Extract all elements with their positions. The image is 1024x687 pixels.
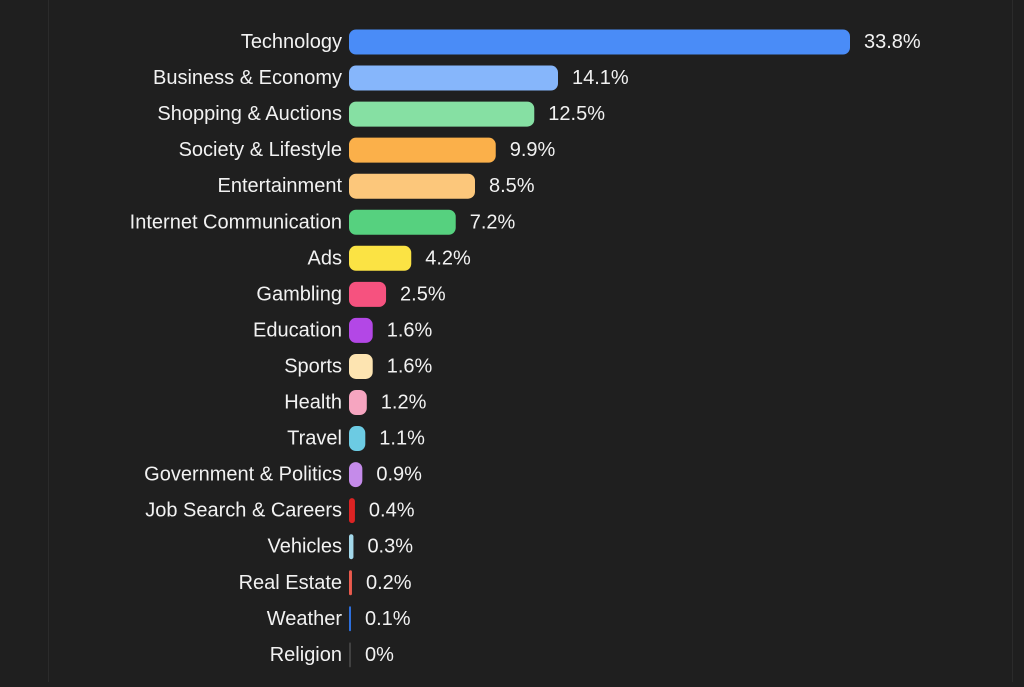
value-label-sports: 1.6% — [387, 355, 433, 377]
value-label-religion: 0% — [365, 644, 394, 666]
value-label-real-estate: 0.2% — [366, 572, 412, 594]
value-label-weather: 0.1% — [365, 608, 411, 630]
bar-real-estate — [349, 570, 352, 596]
bar-travel — [349, 426, 366, 452]
panel-divider-right — [1012, 0, 1013, 682]
category-label-business-and-economy: Business & Economy — [153, 67, 342, 89]
bar-ads — [349, 245, 412, 271]
category-label-real-estate: Real Estate — [239, 572, 342, 594]
category-label-job-search-and-careers: Job Search & Careers — [145, 500, 342, 522]
bar-shopping-and-auctions — [349, 101, 535, 127]
value-label-business-and-economy: 14.1% — [572, 67, 629, 89]
value-label-health: 1.2% — [381, 392, 427, 414]
bar-technology — [349, 29, 850, 55]
category-label-education: Education — [253, 319, 342, 341]
category-label-ads: Ads — [308, 247, 342, 269]
panel-divider-left — [48, 0, 49, 682]
value-label-ads: 4.2% — [425, 247, 471, 269]
category-label-shopping-and-auctions: Shopping & Auctions — [157, 103, 342, 125]
value-label-vehicles: 0.3% — [367, 536, 413, 558]
bar-religion — [349, 642, 351, 668]
value-label-education: 1.6% — [387, 319, 433, 341]
value-label-job-search-and-careers: 0.4% — [369, 500, 415, 522]
bar-weather — [349, 606, 351, 632]
value-label-entertainment: 8.5% — [489, 175, 535, 197]
bar-sports — [349, 353, 373, 379]
bar-entertainment — [349, 173, 475, 199]
bar-health — [349, 390, 367, 415]
category-label-society-and-lifestyle: Society & Lifestyle — [179, 139, 342, 161]
value-label-society-and-lifestyle: 9.9% — [510, 139, 556, 161]
category-label-health: Health — [284, 392, 342, 414]
category-label-government-and-politics: Government & Politics — [144, 464, 342, 486]
bar-society-and-lifestyle — [349, 137, 496, 163]
bar-education — [349, 317, 373, 343]
category-label-weather: Weather — [267, 608, 343, 630]
bar-vehicles — [349, 534, 354, 560]
bar-internet-communication — [349, 209, 456, 235]
category-labels: Technology Business & Economy Shopping & A… — [130, 31, 343, 666]
category-label-religion: Religion — [270, 644, 342, 666]
value-label-government-and-politics: 0.9% — [376, 464, 422, 486]
category-label-travel: Travel — [287, 428, 342, 450]
bars — [349, 29, 850, 668]
category-label-sports: Sports — [284, 355, 342, 377]
category-label-gambling: Gambling — [256, 283, 342, 305]
category-label-technology: Technology — [241, 31, 342, 53]
bar-business-and-economy — [349, 65, 558, 91]
value-label-shopping-and-auctions: 12.5% — [548, 103, 605, 125]
category-label-internet-communication: Internet Communication — [130, 211, 342, 233]
bar-job-search-and-careers — [349, 498, 355, 524]
value-label-gambling: 2.5% — [400, 283, 446, 305]
category-label-entertainment: Entertainment — [217, 175, 342, 197]
value-label-travel: 1.1% — [379, 428, 425, 450]
value-label-internet-communication: 7.2% — [470, 211, 516, 233]
bar-government-and-politics — [349, 462, 363, 488]
category-label-vehicles: Vehicles — [268, 536, 343, 558]
value-label-technology: 33.8% — [864, 31, 921, 53]
bar-gambling — [349, 281, 387, 307]
value-labels: 33.8% 14.1% 12.5% 9.9% 8.5% 7.2% 4.2% 2.5% 1.6% 1… — [365, 31, 921, 666]
